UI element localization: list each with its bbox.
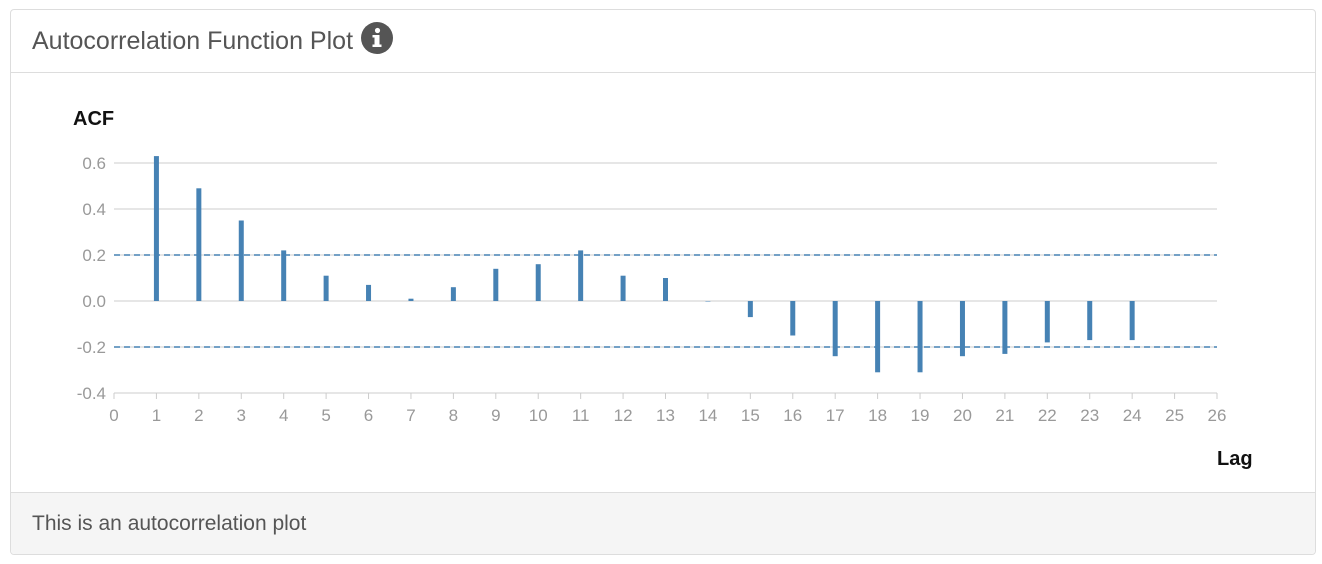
x-tick-label: 24 <box>1123 406 1142 425</box>
acf-bar <box>790 301 796 336</box>
x-tick-label: 18 <box>868 406 887 425</box>
chart-area: 0.6 0.4 0.2 0.0 -0.2 -0.4 0 1 2 3 4 5 6 7 8 9 10 11 12 13 14… <box>11 73 1315 494</box>
acf-bar <box>1044 301 1050 343</box>
acf-bar <box>620 275 626 301</box>
x-tick-label: 16 <box>783 406 802 425</box>
x-tick-label: 19 <box>911 406 930 425</box>
x-tick-label: 0 <box>109 406 118 425</box>
acf-bar <box>366 284 372 301</box>
acf-bar <box>281 250 287 301</box>
acf-bar <box>705 301 711 302</box>
acf-panel: Autocorrelation Function Plot 0.6 0.4 0.2 0… <box>10 9 1316 555</box>
acf-bar <box>832 301 838 357</box>
info-circle-icon[interactable] <box>361 22 394 54</box>
acf-chart: 0.60.40.20.0-0.2-0.40 1 2 3 4 5 6 7 8 9 10 11 12 13 14… <box>73 108 1253 470</box>
y-tick-label: 0.4 <box>82 200 106 219</box>
panel-heading: Autocorrelation Function Plot <box>11 10 1315 73</box>
x-tick-label: 26 <box>1208 406 1227 425</box>
panel-footer: This is an autocorrelation plot <box>11 492 1315 554</box>
x-tick-label: 15 <box>741 406 760 425</box>
x-tick-label: 2 <box>194 406 203 425</box>
y-tick-label: 0.2 <box>82 246 106 265</box>
x-tick-label: 4 <box>279 406 288 425</box>
acf-bar <box>450 287 456 301</box>
x-tick-label: 14 <box>698 406 717 425</box>
x-tick-label: 13 <box>656 406 675 425</box>
y-tick-label: 0.0 <box>82 292 106 311</box>
x-tick-label: 21 <box>995 406 1014 425</box>
acf-bar <box>196 188 202 301</box>
acf-bar <box>578 250 584 301</box>
x-tick-label: 22 <box>1038 406 1057 425</box>
acf-bar <box>747 301 753 318</box>
x-tick-label: 12 <box>614 406 633 425</box>
x-tick-label: 3 <box>237 406 246 425</box>
x-tick-label: 10 <box>529 406 548 425</box>
x-tick-label: 23 <box>1080 406 1099 425</box>
acf-bar <box>493 268 499 301</box>
x-tick-label: 11 <box>572 406 590 425</box>
x-tick-label: 20 <box>953 406 972 425</box>
x-tick-label: 8 <box>449 406 458 425</box>
panel-title: Autocorrelation Function Plot <box>32 26 354 55</box>
acf-bar <box>1129 301 1135 341</box>
acf-bar <box>238 220 244 301</box>
x-tick-label: 5 <box>321 406 330 425</box>
acf-bar <box>408 298 414 301</box>
x-axis-title: Lag <box>1217 448 1253 470</box>
acf-bar <box>1002 301 1008 354</box>
x-tick-label: 9 <box>491 406 500 425</box>
x-tick-label: 17 <box>826 406 845 425</box>
acf-bar <box>323 275 329 301</box>
acf-bar <box>959 301 965 357</box>
x-tick-label: 1 <box>152 406 161 425</box>
y-tick-label: 0.6 <box>82 154 106 173</box>
x-tick-label: 6 <box>364 406 373 425</box>
footer-text: This is an autocorrelation plot <box>32 511 307 535</box>
acf-bar <box>153 156 159 301</box>
y-tick-label: -0.2 <box>77 338 106 357</box>
acf-bar <box>917 301 923 373</box>
y-axis-title: ACF <box>73 108 114 130</box>
y-tick-label: -0.4 <box>77 384 106 403</box>
acf-bar <box>663 278 668 301</box>
x-tick-label: 25 <box>1165 406 1184 425</box>
acf-bar <box>875 301 881 373</box>
x-tick-label: 7 <box>406 406 415 425</box>
acf-bar <box>1087 301 1093 341</box>
acf-bar <box>535 264 541 301</box>
